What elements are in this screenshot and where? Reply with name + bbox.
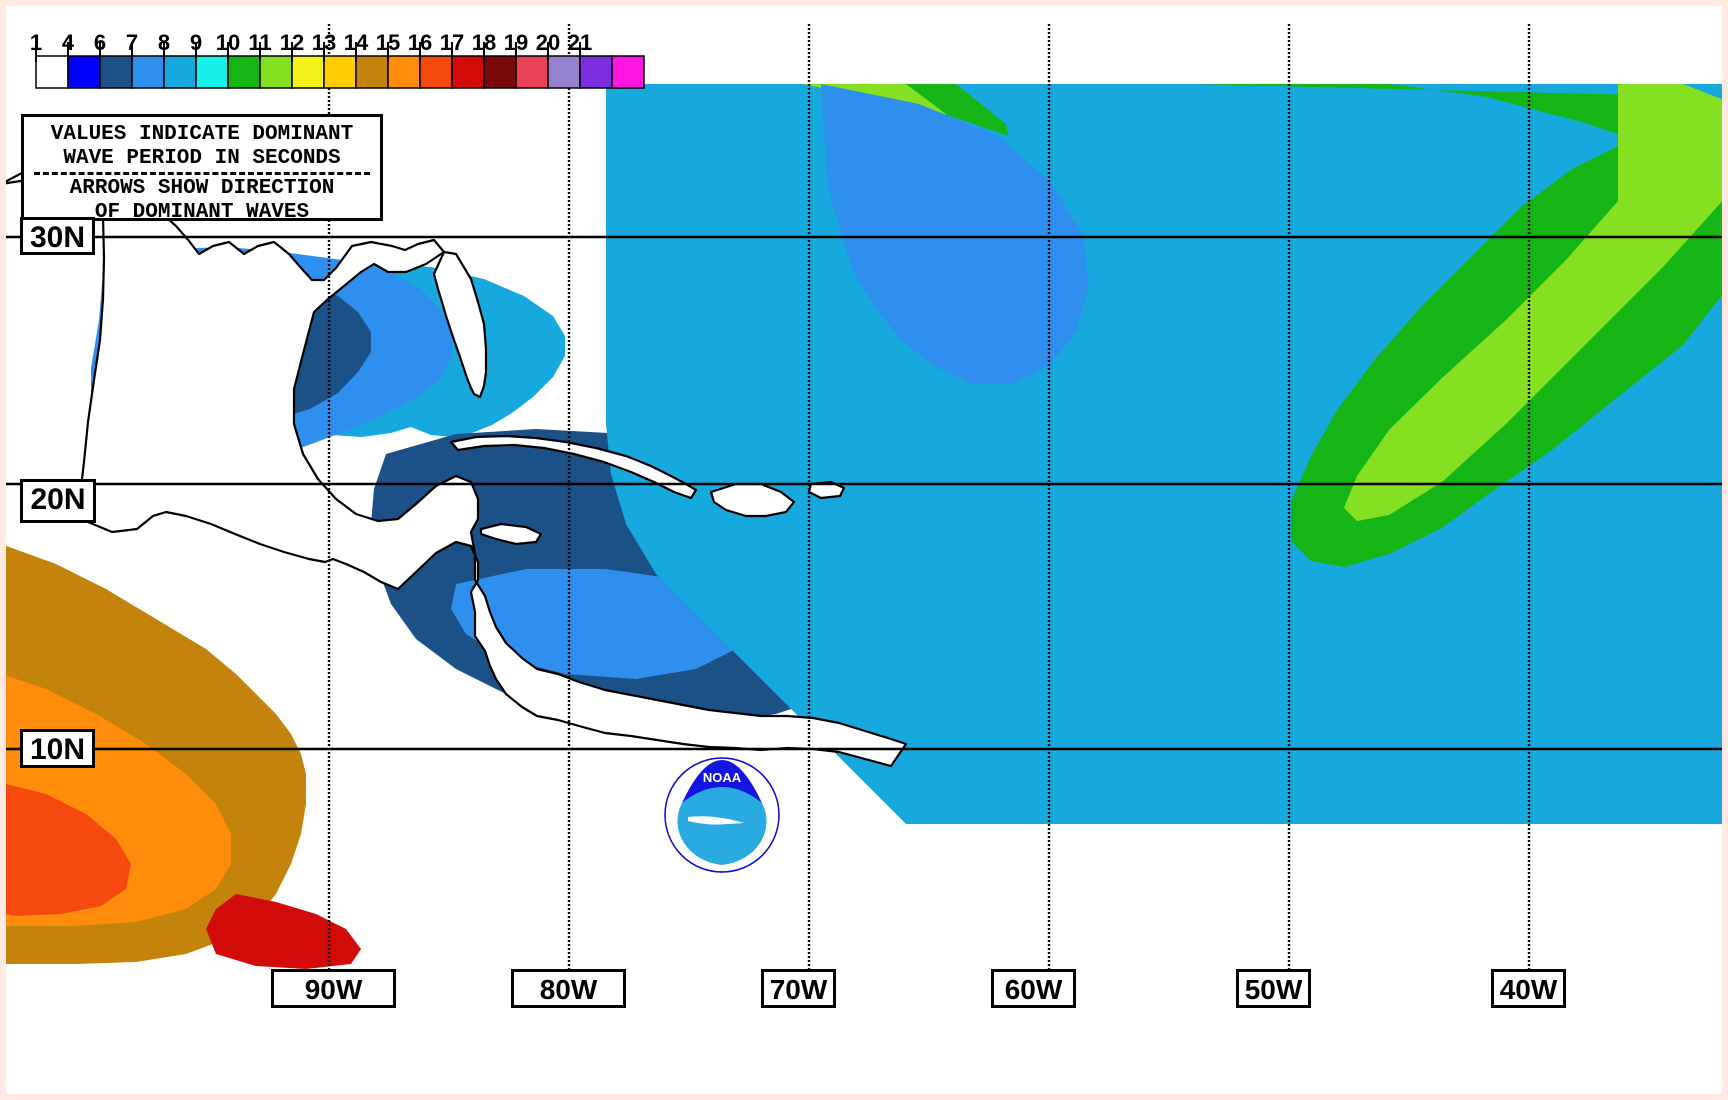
svg-text:9: 9 [190,30,202,55]
svg-text:18: 18 [472,30,496,55]
svg-text:6: 6 [94,30,106,55]
svg-text:19: 19 [504,30,528,55]
svg-text:13: 13 [312,30,336,55]
svg-text:16: 16 [408,30,432,55]
svg-text:10: 10 [216,30,240,55]
svg-text:11: 11 [248,30,271,55]
svg-text:7: 7 [126,30,138,55]
svg-text:12: 12 [280,30,304,55]
svg-text:20: 20 [536,30,560,55]
svg-text:17: 17 [440,30,464,55]
svg-text:4: 4 [62,30,75,55]
svg-text:1: 1 [30,30,42,55]
svg-text:15: 15 [376,30,400,55]
svg-text:14: 14 [344,30,369,55]
svg-text:21: 21 [568,30,592,55]
svg-text:8: 8 [158,30,170,55]
